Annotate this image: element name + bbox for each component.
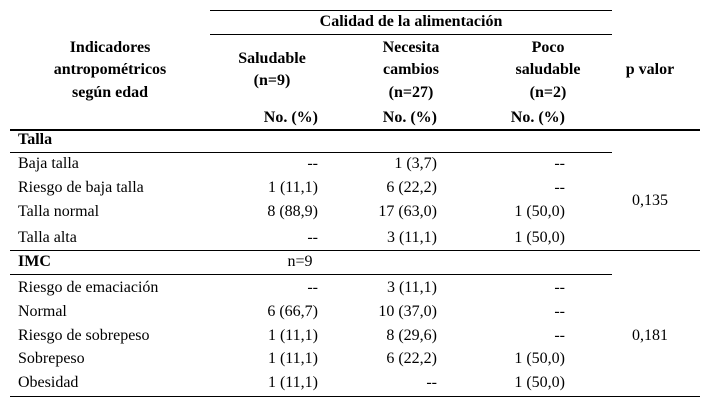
row-header: según edad [71,84,149,101]
column-header: Necesita [382,39,440,56]
column-header: cambios [383,61,439,78]
section-title: Talla [18,131,53,148]
cell: -- [426,374,437,391]
column-header: (n=9) [253,72,291,89]
row-header: Indicadores [69,39,151,56]
rule [10,250,700,251]
section-title: IMC [18,253,51,270]
column-header: (n=27) [388,84,434,101]
cell: -- [554,179,565,196]
column-header: saludable [515,61,581,78]
cell: 1 (11,1) [267,374,318,391]
cell: -- [554,279,565,296]
p-value: 0,135 [632,192,668,209]
group-header: Calidad de la alimentación [319,13,503,30]
cell: 8 (29,6) [386,327,437,344]
cell: 1 (3,7) [394,155,437,172]
cell: 8 (88,9) [267,203,318,220]
cell: 3 (11,1) [386,229,437,246]
row-label: Talla normal [18,203,100,220]
row-label: Talla alta [18,229,77,246]
row-label: Riesgo de sobrepeso [18,327,150,344]
rule [210,10,612,11]
cell: -- [554,155,565,172]
row-label: Riesgo de baja talla [18,179,144,196]
section-note: n=9 [287,253,313,270]
p-value: 0,181 [632,326,668,344]
cell: 1 (11,1) [267,327,318,344]
column-header: Saludable [238,50,306,67]
cell: -- [554,327,565,344]
row-label: Baja talla [18,155,79,172]
cell: 3 (11,1) [386,279,437,296]
cell: -- [307,155,318,172]
cell: -- [554,303,565,320]
cell: 6 (22,2) [386,179,437,196]
row-label: Normal [18,303,67,320]
column-header: (n=2) [529,84,567,101]
cell: -- [307,229,318,246]
cell: 1 (50,0) [514,350,565,367]
cell: 1 (11,1) [267,350,318,367]
rule [10,396,700,397]
cell: 10 (37,0) [378,303,437,320]
cell: 1 (11,1) [267,179,318,196]
rule [10,129,700,131]
cell: 6 (66,7) [267,303,318,320]
cell: 1 (50,0) [514,229,565,246]
cell: 6 (22,2) [386,350,437,367]
rule [210,34,612,35]
unit-header: No. (%) [263,109,318,126]
rule [10,152,612,153]
cell: 17 (63,0) [378,203,437,220]
p-header: p valor [625,61,675,78]
cell: -- [307,279,318,296]
cell: 1 (50,0) [514,203,565,220]
cell: 1 (50,0) [514,374,565,391]
row-header: antropométricos [53,61,167,78]
row-label: Riesgo de emaciación [18,279,159,296]
rule [10,274,612,275]
column-header: Poco [531,39,565,56]
row-label: Obesidad [18,374,79,391]
unit-header: No. (%) [510,109,565,126]
row-label: Sobrepeso [18,350,85,367]
unit-header: No. (%) [382,109,437,126]
